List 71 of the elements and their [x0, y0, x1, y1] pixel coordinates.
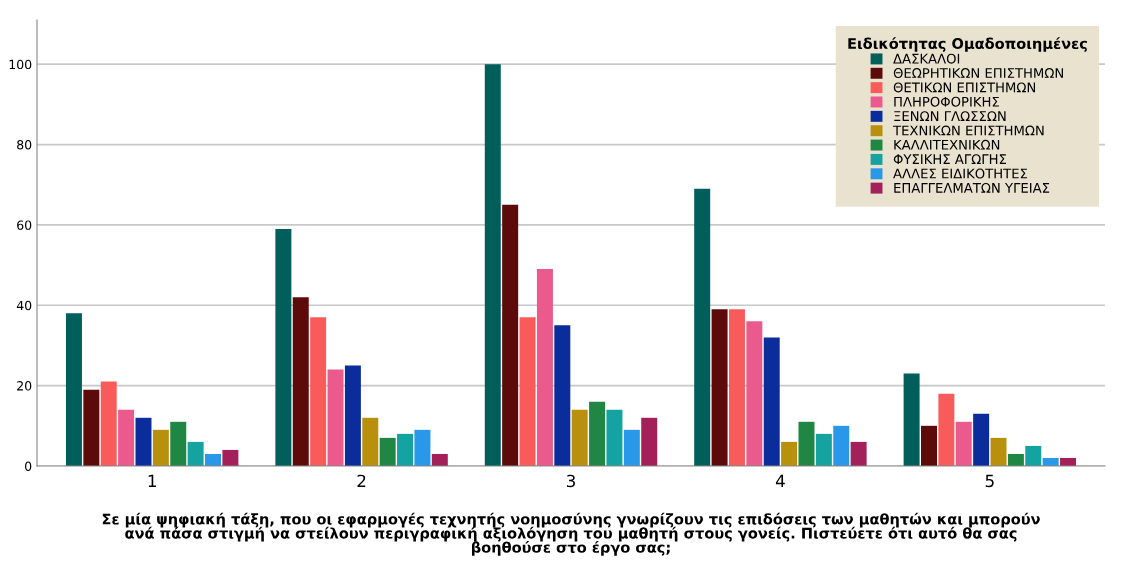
bar	[118, 409, 135, 466]
bar	[152, 429, 169, 466]
bar	[798, 421, 815, 466]
legend-label: ΘΕΤΙΚΩΝ ΕΠΙΣΤΗΜΩΝ	[893, 82, 1036, 93]
bar	[310, 317, 327, 466]
x-tick-label: 5	[985, 474, 994, 488]
bar	[728, 309, 745, 466]
bar	[920, 425, 937, 466]
bar	[397, 433, 414, 466]
x-tick-label: 4	[775, 474, 785, 487]
bar	[833, 425, 850, 466]
bar	[781, 441, 798, 466]
bar	[205, 453, 222, 466]
legend-label: ΕΠΑΓΓΕΛΜΑΤΩΝ ΥΓΕΙΑΣ	[894, 182, 1050, 193]
bar	[83, 389, 100, 466]
legend-label: ΑΛΛΕΣ ΕΙΔΙΚΟΤΗΤΕΣ	[893, 168, 1028, 179]
x-axis-title: Σε μία ψηφιακή τάξη, που οι εφαρμογές τεχνητής νοημοσύνης γνωρίζουν τις επιδόσεις των μαθητών και μπορούν ανά πάσα στιγμή να στείλουν περιγραφική αξιολόγηση του μαθητή στους γονείς. Πιστεύετε ότι αυτό θα σας βοηθούσε στο έργο σας;	[102, 512, 1040, 556]
bar	[694, 188, 711, 466]
legend-title: Ειδικότητας Ομαδοποιημένες	[848, 37, 1087, 52]
bar	[763, 337, 780, 466]
bar	[100, 381, 117, 466]
bar	[554, 325, 571, 466]
bar	[170, 421, 187, 466]
bar	[292, 297, 309, 466]
y-tick-label: 0	[25, 461, 32, 471]
bar	[362, 417, 379, 466]
bar	[641, 417, 658, 466]
bar	[973, 413, 990, 466]
bar	[711, 309, 728, 466]
bar	[606, 409, 623, 466]
legend-label: ΔΑΣΚΑΛΟΙ	[893, 53, 960, 64]
x-tick-label: 2	[357, 474, 366, 487]
bar	[327, 369, 344, 466]
bar	[955, 421, 972, 466]
bar	[65, 313, 82, 466]
bar	[1025, 445, 1042, 466]
bar	[344, 365, 361, 466]
bar	[484, 64, 501, 466]
bar	[571, 409, 588, 466]
legend-label: ΠΛΗΡΟΦΟΡΙΚΗΣ	[894, 96, 999, 107]
bar	[815, 433, 832, 466]
legend-label: ΤΕΧΝΙΚΩΝ ΕΠΙΣΤΗΜΩΝ	[892, 125, 1044, 136]
legend-label: ΘΕΩΡΗΤΙΚΩΝ ΕΠΙΣΤΗΜΩΝ	[893, 68, 1063, 79]
bar	[938, 393, 955, 466]
bar	[502, 204, 519, 466]
bar	[379, 437, 396, 466]
x-tick-label: 1	[148, 474, 156, 487]
x-tick-label: 3	[566, 474, 575, 488]
bar	[746, 321, 763, 466]
y-tick-label: 40	[16, 300, 32, 311]
bar	[135, 417, 152, 466]
bar	[903, 373, 920, 466]
bar	[414, 429, 431, 466]
bar	[850, 441, 867, 466]
y-tick-label: 20	[17, 381, 32, 391]
bar	[275, 228, 292, 466]
bar	[222, 449, 239, 466]
bar	[1007, 453, 1024, 466]
bar	[990, 437, 1007, 466]
legend-label: ΞΕΝΩΝ ΓΛΩΣΣΩΝ	[894, 111, 1006, 121]
bar	[623, 429, 640, 466]
bar	[431, 453, 448, 466]
legend-label: ΚΑΛΛΙΤΕΧΝΙΚΩΝ	[894, 139, 1000, 150]
bar	[187, 441, 204, 466]
y-tick-label: 80	[17, 140, 32, 150]
y-tick-label: 100	[9, 59, 32, 70]
legend-label: ΦΥΣΙΚΗΣ ΑΓΩΓΗΣ	[893, 154, 1007, 164]
y-tick-label: 60	[17, 220, 32, 230]
bar	[536, 269, 553, 466]
bar	[519, 317, 536, 466]
bar	[589, 401, 606, 466]
